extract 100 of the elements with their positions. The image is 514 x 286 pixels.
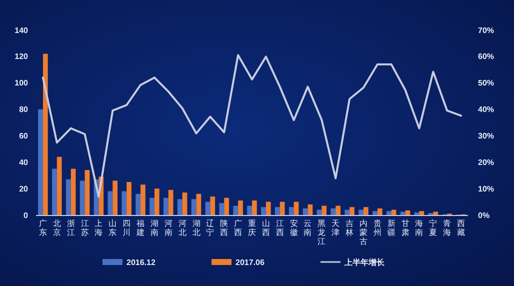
bar — [358, 210, 364, 215]
bar — [84, 170, 90, 215]
bar — [294, 202, 299, 215]
bar — [252, 200, 257, 215]
bar — [330, 208, 336, 215]
bar — [177, 199, 182, 215]
bar — [266, 202, 271, 215]
bar — [261, 207, 266, 215]
x-tick-label: 天津 — [332, 219, 340, 237]
bar — [280, 202, 285, 215]
bar — [56, 156, 62, 215]
x-tick-label: 山西 — [262, 219, 270, 237]
y2-tick-label: 70% — [478, 26, 494, 35]
line-series — [42, 54, 462, 198]
bar — [140, 184, 146, 215]
bar — [274, 207, 280, 215]
x-tick-label: 宁夏 — [429, 219, 438, 237]
bar — [154, 188, 160, 215]
bar — [136, 194, 141, 215]
bar — [344, 210, 350, 215]
y-tick-label: 80 — [19, 105, 29, 114]
y-tick-label: 140 — [14, 26, 29, 35]
x-tick-label: 河北 — [178, 219, 186, 237]
bar — [210, 196, 216, 215]
bar — [196, 194, 202, 215]
y2-tick-label: 40% — [478, 105, 494, 114]
bar — [302, 208, 308, 215]
x-tick-label: 甘肃 — [401, 219, 410, 237]
x-tick-label: 广东 — [38, 219, 47, 237]
bar — [363, 207, 368, 215]
bar — [108, 191, 113, 215]
bar — [238, 200, 243, 215]
x-tick-label: 吉林 — [344, 219, 354, 237]
legend-label: 上半年增长 — [344, 258, 386, 267]
y-tick-label: 60 — [19, 132, 29, 141]
bar — [52, 168, 57, 215]
y-tick-label: 120 — [14, 52, 29, 62]
x-tick-label: 西藏 — [457, 219, 466, 237]
x-tick-label: 云南 — [304, 219, 312, 237]
bar — [205, 202, 210, 215]
bar — [350, 207, 354, 215]
bar — [419, 211, 424, 215]
bar — [377, 208, 382, 215]
y2-tick-label: 0% — [478, 210, 490, 220]
x-tick-label: 浙江 — [66, 219, 75, 237]
x-tick-label: 重庆 — [248, 219, 256, 237]
bar — [164, 198, 168, 215]
bar — [308, 204, 313, 215]
bar — [150, 198, 154, 215]
y-tick-label: 100 — [14, 78, 29, 88]
bar — [70, 168, 76, 215]
x-tick-label: 江苏 — [80, 219, 89, 237]
bar — [122, 191, 127, 215]
x-tick-label: 四川 — [122, 219, 131, 237]
bar — [191, 199, 196, 215]
y-tick-label: 40 — [19, 158, 29, 167]
bar — [112, 180, 118, 215]
bar — [182, 192, 188, 215]
bar — [405, 210, 410, 215]
bar — [38, 109, 43, 215]
bar — [80, 180, 85, 215]
bar — [224, 198, 230, 215]
bar — [168, 190, 174, 215]
x-tick-label: 江西 — [276, 219, 284, 237]
bar — [316, 210, 322, 215]
bar — [126, 182, 132, 215]
x-tick-label: 新疆 — [387, 219, 396, 237]
y2-tick-label: 50% — [478, 78, 494, 88]
bar — [400, 212, 406, 215]
x-tick-label: 青海 — [443, 219, 452, 237]
bar — [219, 203, 224, 215]
x-tick-label: 辽宁 — [206, 219, 214, 237]
y2-tick-label: 30% — [478, 132, 494, 141]
legend-label: 2016.12 — [126, 258, 156, 267]
bar — [288, 207, 294, 215]
bar — [66, 179, 71, 215]
bar — [391, 210, 396, 215]
x-tick-label: 北京 — [52, 219, 61, 237]
x-tick-label: 陕西 — [220, 219, 228, 237]
y2-tick-label: 20% — [478, 158, 494, 167]
x-tick-label: 海南 — [415, 219, 424, 237]
bar — [233, 206, 238, 215]
legend-label: 2017.06 — [236, 258, 265, 267]
x-tick-label: 湖南 — [150, 219, 158, 237]
bar — [433, 212, 438, 215]
x-tick-label: 安徽 — [290, 219, 298, 237]
x-tick-label: 山东 — [108, 219, 117, 237]
x-tick-label: 福建 — [136, 219, 145, 237]
y-tick-label: 20 — [19, 184, 29, 194]
bar — [372, 211, 378, 215]
bar — [42, 54, 48, 215]
x-tick-label: 黑龙江 — [318, 219, 326, 246]
y-tick-label: 0 — [24, 210, 29, 220]
x-tick-label: 河南 — [164, 219, 172, 237]
bar — [386, 211, 392, 215]
bar — [322, 206, 327, 215]
x-tick-label: 广西 — [234, 219, 242, 237]
x-tick-label: 内蒙古 — [359, 219, 368, 246]
x-tick-label: 贵州 — [373, 219, 382, 237]
bar — [336, 206, 340, 215]
